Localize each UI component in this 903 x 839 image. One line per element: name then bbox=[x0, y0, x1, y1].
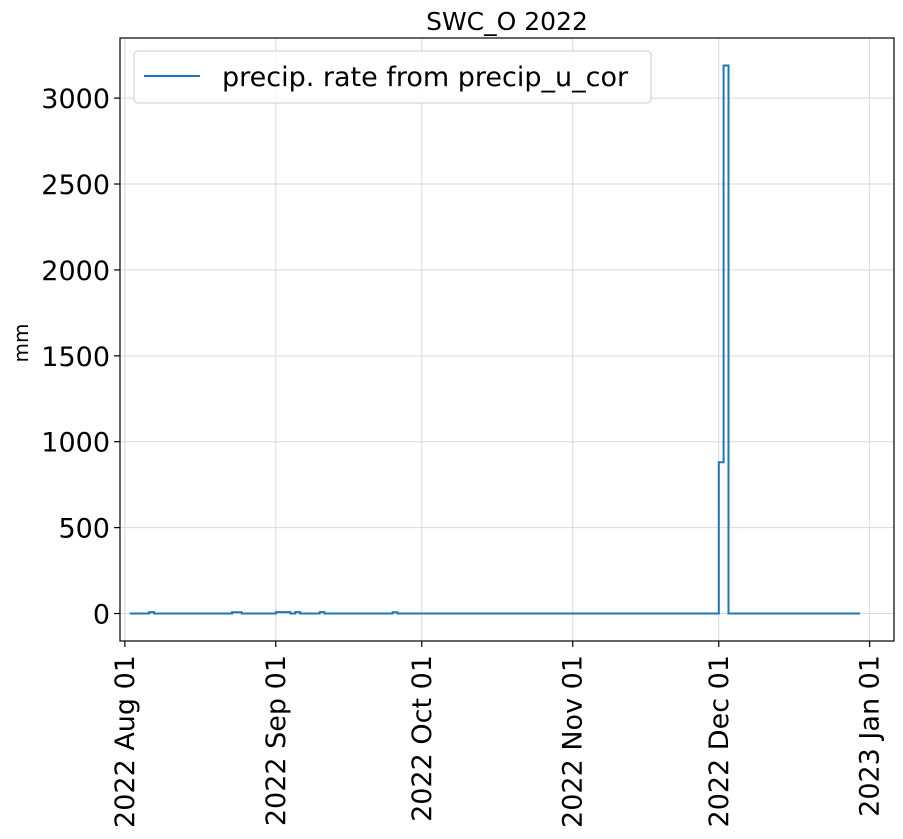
legend-label: precip. rate from precip_u_cor bbox=[222, 62, 629, 93]
legend-box bbox=[133, 50, 652, 104]
y-axis: 0 500 1000 1500 2000 2500 3000 bbox=[41, 84, 120, 631]
x-tick-label: 2022 Dec 01 bbox=[704, 655, 735, 827]
y-tick-label: 500 bbox=[58, 514, 110, 545]
x-tick-label: 2022 Oct 01 bbox=[407, 655, 438, 822]
y-tick-label: 1000 bbox=[41, 428, 110, 459]
x-tick-label: 2022 Nov 01 bbox=[558, 655, 589, 828]
series-layer bbox=[129, 64, 860, 615]
y-tick-label: 1500 bbox=[41, 342, 110, 373]
chart-title: SWC_O 2022 bbox=[426, 7, 588, 36]
y-tick-label: 0 bbox=[93, 600, 110, 631]
y-tick-label: 2500 bbox=[41, 170, 110, 201]
x-tick-label: 2023 Jan 01 bbox=[855, 655, 886, 817]
grid bbox=[120, 38, 894, 641]
x-axis: 2022 Aug 01 2022 Sep 01 2022 Oct 01 2022 No… bbox=[110, 641, 886, 828]
y-tick-label: 2000 bbox=[41, 256, 110, 287]
plot-frame bbox=[119, 37, 895, 642]
series-line bbox=[129, 64, 860, 615]
y-axis-label: mm bbox=[9, 324, 33, 363]
y-tick-label: 3000 bbox=[41, 84, 110, 115]
legend: precip. rate from precip_u_cor bbox=[133, 50, 652, 104]
x-tick-label: 2022 Sep 01 bbox=[261, 655, 292, 826]
x-tick-label: 2022 Aug 01 bbox=[110, 655, 141, 828]
